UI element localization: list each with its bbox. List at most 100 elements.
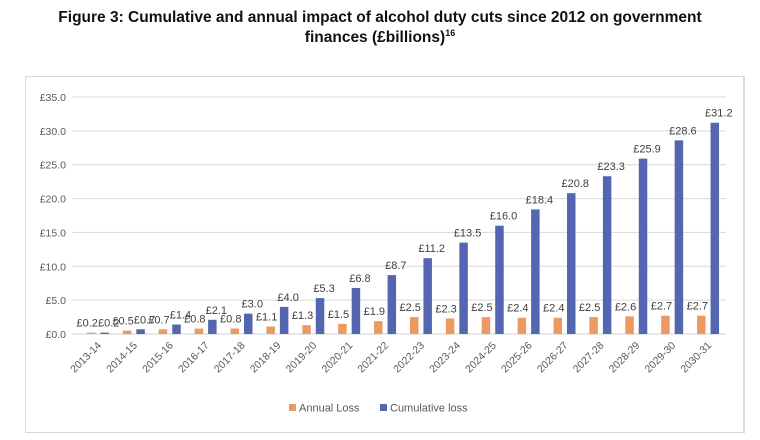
- cumulative-loss-data-label: £4.0: [277, 292, 298, 304]
- cumulative-loss-data-label: £23.3: [597, 161, 625, 173]
- cumulative-loss-data-label: £2.1: [206, 305, 227, 317]
- legend: Annual Loss Cumulative loss: [289, 403, 468, 415]
- figure-title: Figure 3: Cumulative and annual impact o…: [0, 8, 760, 48]
- annual-loss-data-label: £2.3: [435, 303, 456, 315]
- x-tick-label: 2029-30: [643, 340, 679, 376]
- y-tick-label: £35.0: [40, 92, 66, 104]
- annual-loss-bar: [517, 317, 527, 334]
- annual-loss-bar: [122, 330, 132, 334]
- x-tick-label: 2016-17: [176, 340, 212, 376]
- x-tick-label: 2022-23: [391, 340, 427, 376]
- annual-loss-data-label: £2.5: [471, 302, 492, 314]
- annual-loss-bar: [194, 328, 204, 334]
- cumulative-loss-data-label: £5.3: [313, 283, 334, 295]
- legend-label: Cumulative loss: [390, 403, 468, 415]
- cumulative-loss-bar: [351, 287, 361, 334]
- x-tick-label: 2021-22: [355, 340, 391, 376]
- x-tick-label: 2026-27: [535, 340, 571, 376]
- cumulative-loss-bar: [459, 242, 468, 334]
- annual-loss-data-label: £0.7: [148, 314, 169, 326]
- cumulative-loss-data-label: £18.4: [526, 194, 554, 206]
- y-tick-label: £20.0: [40, 194, 66, 206]
- x-tick-label: 2030-31: [678, 340, 714, 376]
- x-tick-label: 2017-18: [212, 340, 248, 376]
- y-tick-label: £0.0: [46, 329, 67, 341]
- legend-label: Annual Loss: [299, 403, 360, 415]
- cumulative-loss-bar: [279, 306, 289, 334]
- annual-loss-data-label: £0.8: [220, 314, 241, 326]
- bars: [86, 122, 720, 334]
- cumulative-loss-bar: [423, 258, 432, 334]
- cumulative-loss-data-label: £20.8: [561, 178, 589, 190]
- y-tick-label: £5.0: [46, 295, 67, 307]
- annual-loss-data-label: £0.5: [112, 316, 133, 328]
- cumulative-loss-bar: [531, 209, 540, 334]
- annual-loss-bar: [553, 317, 562, 334]
- y-tick-label: £25.0: [40, 160, 66, 172]
- x-tick-label: 2028-29: [607, 340, 643, 376]
- annual-loss-data-label: £1.9: [364, 306, 385, 318]
- chart-frame: [25, 76, 745, 433]
- cumulative-loss-bar: [710, 122, 720, 334]
- cumulative-loss-data-label: £0.2: [98, 318, 119, 330]
- annual-loss-bar: [374, 321, 383, 334]
- x-tick-label: 2025-26: [499, 340, 535, 376]
- cumulative-loss-bar: [495, 225, 504, 334]
- cumulative-loss-data-label: £11.2: [418, 243, 445, 255]
- y-tick-label: £30.0: [40, 126, 66, 138]
- cumulative-loss-bar: [602, 176, 612, 334]
- cumulative-loss-data-label: £13.5: [454, 228, 482, 240]
- cumulative-loss-data-label: £25.9: [633, 144, 661, 156]
- x-tick-label: 2024-25: [463, 340, 499, 376]
- cumulative-loss-bar: [244, 313, 253, 334]
- x-tick-label: 2013-14: [68, 340, 104, 376]
- figure-title-line1: Figure 3: Cumulative and annual impact o…: [58, 9, 702, 26]
- cumulative-loss-bar: [208, 319, 217, 334]
- cumulative-loss-data-label: £6.8: [349, 273, 370, 285]
- annual-loss-bar: [697, 315, 706, 334]
- y-axis-tick-labels: £0.0 £5.0 £10.0 £15.0 £20.0 £25.0 £30.0 £35.0: [40, 92, 66, 341]
- annual-loss-bar: [338, 323, 347, 334]
- x-tick-label: 2027-28: [571, 340, 607, 376]
- cumulative-loss-bar: [172, 324, 181, 334]
- cumulative-loss-data-label: £0.7: [134, 314, 155, 326]
- legend-annual-loss: Annual Loss: [289, 403, 360, 415]
- annual-loss-bar: [481, 317, 491, 334]
- annual-loss-data-label: £2.7: [687, 301, 708, 313]
- legend-swatch-cumulative: [380, 404, 387, 411]
- x-tick-label: 2015-16: [140, 340, 176, 376]
- annual-loss-bar: [86, 332, 96, 334]
- x-tick-label: 2019-20: [284, 340, 320, 376]
- cumulative-loss-bar: [674, 140, 684, 334]
- annual-loss-data-label: £2.5: [579, 302, 600, 314]
- cumulative-loss-bar: [136, 329, 145, 334]
- annual-loss-bar: [230, 328, 239, 334]
- y-tick-label: £10.0: [40, 261, 66, 273]
- annual-loss-bar: [445, 318, 455, 334]
- cumulative-loss-bar: [638, 158, 648, 334]
- annual-loss-data-label: £2.7: [651, 301, 672, 313]
- annual-loss-bar: [661, 315, 670, 334]
- annual-loss-data-label: £2.6: [615, 301, 636, 313]
- legend-cumulative-loss: Cumulative loss: [380, 403, 468, 415]
- annual-loss-data-label: £0.8: [184, 314, 205, 326]
- annual-loss-data-label: £2.4: [543, 303, 564, 315]
- annual-loss-bar: [409, 317, 419, 334]
- annual-loss-data-label: £1.1: [256, 312, 277, 324]
- cumulative-loss-data-label: £28.6: [669, 125, 697, 137]
- y-tick-label: £15.0: [40, 227, 66, 239]
- figure-title-line2: finances (£billions)16: [0, 28, 760, 48]
- annual-loss-bar: [302, 325, 311, 334]
- x-tick-label: 2018-19: [248, 340, 284, 376]
- annual-loss-bar: [625, 316, 634, 334]
- cumulative-loss-data-label: £1.4: [170, 310, 191, 322]
- annual-loss-bar: [266, 326, 275, 334]
- data-labels: £0.2 £0.2£0.5 £0.7£0.7 £1.4£0.8£2.1£0.8£3.0…: [76, 108, 732, 330]
- gridlines: [72, 96, 726, 335]
- cumulative-loss-data-label: £3.0: [242, 299, 263, 311]
- cumulative-loss-bar: [567, 193, 576, 334]
- cumulative-loss-bar: [100, 332, 109, 334]
- annual-loss-data-label: £2.5: [399, 302, 420, 314]
- cumulative-loss-data-label: £8.7: [385, 260, 406, 272]
